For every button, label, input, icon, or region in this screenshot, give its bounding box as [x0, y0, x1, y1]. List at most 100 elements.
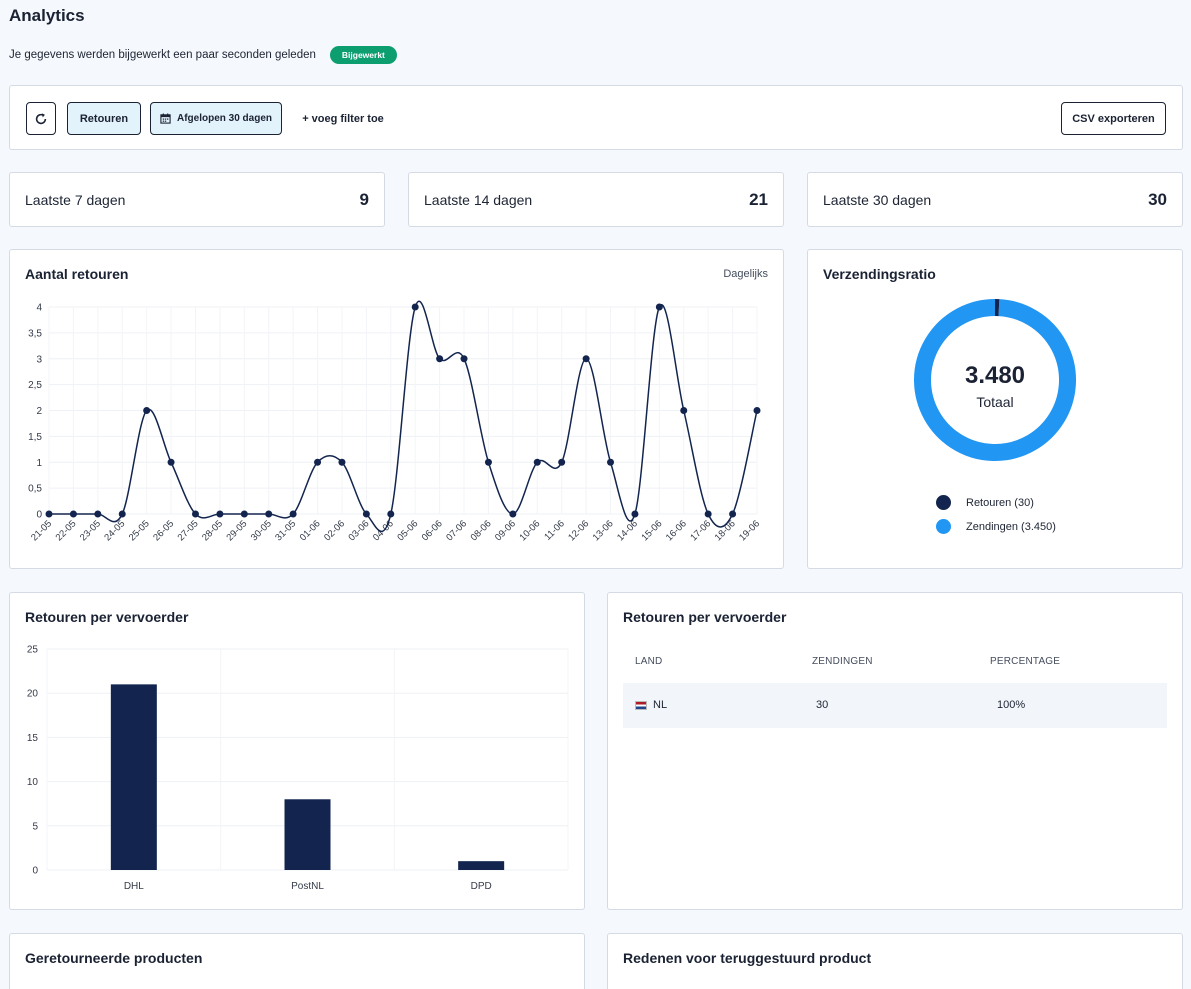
legend-dot	[936, 519, 951, 534]
x-tick-label: 09-06	[493, 518, 518, 543]
data-point	[704, 510, 712, 518]
period-filter-label: Afgelopen 30 dagen	[176, 113, 272, 124]
carrier-table-title: Retouren per vervoerder	[623, 609, 787, 625]
column-header-percentage: PERCENTAGE	[990, 656, 1061, 667]
x-tick-label: 05-06	[395, 518, 420, 543]
data-point	[362, 510, 370, 518]
data-point	[582, 355, 590, 363]
data-point	[387, 510, 395, 518]
stat-card-14-days: Laatste 14 dagen 21	[408, 172, 784, 227]
x-tick-label: 11-06	[542, 518, 566, 542]
x-tick-label: 30-05	[249, 518, 274, 543]
data-point	[94, 510, 102, 518]
y-tick-label: 2	[36, 406, 42, 417]
data-point	[167, 458, 175, 466]
table-row: NL 30 100%	[623, 683, 1167, 728]
data-point	[753, 407, 761, 414]
bar-dhl	[110, 684, 157, 870]
x-tick-label: 23-05	[78, 518, 103, 543]
x-tick-label: 14-06	[615, 518, 640, 543]
data-point	[191, 510, 199, 518]
data-point	[143, 407, 151, 414]
carrier-chart-title: Retouren per vervoerder	[25, 609, 189, 625]
ratio-card: Verzendingsratio 3.480 Totaal Retouren (3…	[807, 249, 1183, 569]
shipments-cell: 30	[816, 699, 829, 711]
x-tick-label: 27-05	[176, 518, 201, 543]
stat-label: Laatste 7 dagen	[25, 191, 126, 208]
data-point	[265, 510, 273, 518]
granularity-selector[interactable]: Dagelijks	[723, 268, 768, 280]
x-tick-label: DHL	[124, 881, 144, 892]
returns-filter-chip[interactable]: Retouren	[67, 102, 141, 135]
donut-total-label: Totaal	[976, 394, 1013, 410]
column-header-country: LAND	[635, 656, 663, 667]
x-tick-label: PostNL	[291, 881, 324, 892]
data-point	[607, 458, 615, 466]
y-tick-label: 0,5	[28, 484, 42, 495]
nl-flag-icon	[635, 700, 647, 710]
update-status: Je gegevens werden bijgewerkt een paar s…	[9, 46, 397, 64]
returns-chart-title: Aantal retouren	[25, 266, 129, 282]
x-tick-label: 25-05	[127, 518, 152, 543]
ratio-card-title: Verzendingsratio	[823, 266, 936, 282]
y-tick-label: 4	[36, 303, 42, 314]
data-point	[240, 510, 248, 518]
data-point	[655, 303, 663, 311]
y-tick-label: 10	[27, 777, 39, 788]
y-tick-label: 2,5	[28, 380, 42, 391]
data-point	[631, 510, 639, 518]
y-tick-label: 1	[36, 458, 42, 469]
stat-card-30-days: Laatste 30 dagen 30	[807, 172, 1183, 227]
refresh-button[interactable]	[26, 102, 56, 135]
returns-chart-card: Aantal retouren Dagelijks 0 0,5 1 1,5 2 2,5 3 3…	[9, 249, 784, 569]
carrier-table-card: Retouren per vervoerder LAND ZENDINGEN P…	[607, 592, 1183, 910]
series-line	[49, 300, 758, 532]
x-tick-label: 26-05	[151, 518, 176, 543]
add-filter-button[interactable]: + voeg filter toe	[302, 112, 384, 125]
country-cell: NL	[635, 699, 667, 711]
legend-label: Retouren (30)	[966, 496, 1034, 509]
x-tick-label: 10-06	[517, 518, 542, 543]
country-code: NL	[653, 699, 668, 711]
period-filter-chip[interactable]: Afgelopen 30 dagen	[150, 102, 282, 135]
x-tick-label: 01-06	[298, 518, 323, 543]
page-title: Analytics	[9, 6, 85, 25]
filter-toolbar: Retouren Afgelopen 30 dagen + voeg filte…	[9, 85, 1183, 150]
y-tick-label: 3,5	[28, 328, 42, 339]
percentage-cell: 100%	[997, 699, 1026, 711]
x-tick-label: 29-05	[224, 518, 249, 543]
return-reasons-title: Redenen voor teruggestuurd product	[623, 950, 872, 966]
x-tick-label: 18-06	[713, 518, 738, 543]
legend-item-shipments: Zendingen (3.450)	[936, 519, 1056, 534]
data-point	[45, 510, 53, 518]
y-tick-label: 25	[27, 645, 39, 656]
x-tick-label: 13-06	[591, 518, 616, 543]
stat-card-7-days: Laatste 7 dagen 9	[9, 172, 385, 227]
x-tick-label: 21-05	[29, 518, 54, 543]
x-tick-label: 06-06	[420, 518, 445, 543]
legend-label: Zendingen (3.450)	[966, 520, 1056, 533]
data-point	[289, 510, 297, 518]
data-point	[484, 458, 492, 466]
data-point	[436, 355, 444, 363]
y-tick-label: 0	[32, 866, 38, 877]
refresh-icon	[35, 112, 47, 124]
x-tick-label: 16-06	[664, 518, 689, 543]
stat-value: 9	[359, 189, 369, 209]
data-point	[558, 458, 566, 466]
x-tick-label: 15-06	[639, 518, 664, 543]
donut-total-value: 3.480	[965, 362, 1025, 389]
legend-item-returns: Retouren (30)	[936, 495, 1034, 510]
returned-products-card: Geretourneerde producten	[9, 933, 585, 989]
carrier-bar-chart: 0 5 10 15 20 25 DHL PostNL DPD	[27, 645, 569, 892]
data-point	[533, 458, 541, 466]
stat-label: Laatste 14 dagen	[424, 191, 533, 208]
x-tick-label: 19-06	[737, 518, 762, 543]
stat-value: 30	[1148, 189, 1167, 209]
column-header-shipments: ZENDINGEN	[812, 656, 873, 667]
csv-export-button[interactable]: CSV exporteren	[1061, 102, 1166, 135]
y-tick-label: 3	[36, 354, 42, 365]
y-tick-label: 0	[36, 510, 42, 521]
x-tick-label: 28-05	[200, 518, 225, 543]
